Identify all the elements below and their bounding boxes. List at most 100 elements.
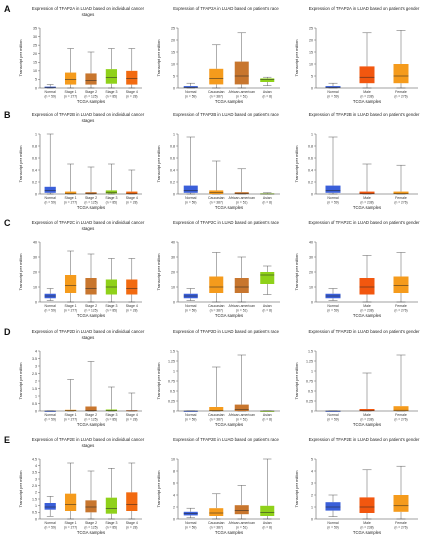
sample-count-label: (n = 277) <box>64 418 77 422</box>
box-iqr <box>85 278 97 295</box>
category-label: Stage 1 <box>65 304 77 308</box>
y-axis-label: Transcript per million <box>18 40 23 77</box>
box-iqr <box>126 70 138 85</box>
panel-title: Expression of TFAP2B in LUAD based on pa… <box>173 112 279 117</box>
box-normal <box>44 496 56 517</box>
sample-count-label: (n = 28) <box>126 201 137 205</box>
category-label: Stage 4 <box>126 413 138 417</box>
y-tick-label: 1.25 <box>168 359 175 363</box>
box-iqr <box>260 411 275 412</box>
y-tick-label: 2 <box>35 379 37 383</box>
category-label: Asian <box>263 413 272 417</box>
y-tick-label: 20 <box>33 52 37 56</box>
box-iqr <box>85 406 97 411</box>
category-label: African-american <box>229 521 256 525</box>
category-label: Male <box>363 304 371 308</box>
panel-title: Expression of TFAP2C in LUAD based on pa… <box>308 220 420 225</box>
y-tick-label: 0 <box>173 409 175 413</box>
sample-count-label: (n = 387) <box>210 418 223 422</box>
y-tick-label: 5 <box>35 78 37 82</box>
y-tick-label: 15 <box>171 50 175 54</box>
x-axis-label: TCGA samples <box>353 530 381 535</box>
y-tick-label: 3 <box>35 364 37 368</box>
box-male <box>359 469 375 520</box>
y-tick-label: 1 <box>35 394 37 398</box>
row-label-c: C <box>4 218 11 228</box>
category-label: Male <box>363 413 371 417</box>
box-stage-2 <box>85 51 97 89</box>
y-tick-label: 20 <box>33 270 37 274</box>
box-normal <box>44 410 56 412</box>
y-tick-label: 0 <box>173 86 175 90</box>
y-tick-label: 30 <box>33 255 37 259</box>
y-tick-label: 30 <box>33 35 37 39</box>
sample-count-label: (n = 276) <box>394 201 407 205</box>
x-axis-label: TCGA samples <box>77 422 105 427</box>
y-tick-label: 0.8 <box>308 144 313 148</box>
y-axis-label: Transcript per million <box>18 471 23 508</box>
box-asian <box>260 265 275 295</box>
y-tick-label: 20 <box>309 38 313 42</box>
category-label: African-american <box>229 304 256 308</box>
y-tick-label: 2 <box>311 493 313 497</box>
y-tick-label: 25 <box>309 26 313 30</box>
box-iqr <box>359 191 375 194</box>
sample-count-label: (n = 8) <box>262 309 272 313</box>
category-label: African-american <box>229 413 256 417</box>
sample-count-label: (n = 51) <box>236 418 247 422</box>
box-female <box>393 354 409 412</box>
y-axis-label: Transcript per million <box>156 254 161 291</box>
category-label: Female <box>395 521 407 525</box>
row-label-e: E <box>4 435 11 445</box>
y-tick-label: 0 <box>35 192 37 196</box>
x-axis-label: TCGA samples <box>353 313 381 318</box>
y-tick-label: 35 <box>33 26 37 30</box>
sample-count-label: (n = 85) <box>106 526 117 530</box>
box-iqr <box>64 72 77 85</box>
y-tick-label: 4 <box>35 349 37 353</box>
box-normal <box>183 82 198 89</box>
y-tick-label: 1.5 <box>308 349 313 353</box>
sample-count-label: (n = 59) <box>44 309 55 313</box>
sample-count-label: (n = 277) <box>64 526 77 530</box>
y-tick-label: 20 <box>309 270 313 274</box>
y-tick-label: 0.5 <box>170 389 175 393</box>
box-stage-1 <box>64 462 77 520</box>
y-tick-label: 3.5 <box>32 471 37 475</box>
y-tick-label: 30 <box>309 255 313 259</box>
box-asian <box>260 458 275 520</box>
y-tick-label: 15 <box>309 50 313 54</box>
y-tick-label: 0 <box>311 192 313 196</box>
category-label: Normal <box>185 90 197 94</box>
box-iqr <box>44 411 56 412</box>
sample-count-label: (n = 59) <box>185 526 196 530</box>
box-iqr <box>105 190 118 194</box>
category-label: African-american <box>229 90 256 94</box>
y-axis-label: Transcript per million <box>294 363 299 400</box>
box-iqr <box>85 500 97 513</box>
boxplot-panel: Expression of TFAP2A in LUAD based on pa… <box>294 6 420 104</box>
sample-count-label: (n = 59) <box>327 201 338 205</box>
y-tick-label: 0 <box>173 192 175 196</box>
y-tick-label: 0.75 <box>168 379 175 383</box>
box-stage-4 <box>126 48 138 89</box>
y-tick-label: 0 <box>311 86 313 90</box>
box-iqr <box>393 191 409 194</box>
sample-count-label: (n = 59) <box>185 418 196 422</box>
sample-count-label: (n = 277) <box>64 309 77 313</box>
sample-count-label: (n = 59) <box>327 95 338 99</box>
y-tick-label: 20 <box>171 38 175 42</box>
box-male <box>359 372 375 412</box>
category-label: Female <box>395 90 407 94</box>
y-tick-label: 10 <box>171 62 175 66</box>
y-tick-label: 0 <box>35 409 37 413</box>
box-iqr <box>260 78 275 82</box>
x-axis-label: TCGA samples <box>215 313 243 318</box>
sample-count-label: (n = 8) <box>262 95 272 99</box>
y-tick-label: 0 <box>311 517 313 521</box>
box-iqr <box>393 406 409 411</box>
category-label: Stage 4 <box>126 304 138 308</box>
sample-count-label: (n = 276) <box>394 418 407 422</box>
box-iqr <box>126 279 138 295</box>
